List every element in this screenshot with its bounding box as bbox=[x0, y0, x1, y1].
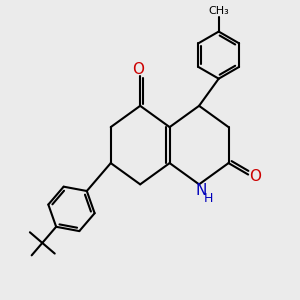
Text: H: H bbox=[204, 192, 214, 205]
Text: CH₃: CH₃ bbox=[208, 6, 229, 16]
Text: O: O bbox=[249, 169, 261, 184]
Text: N: N bbox=[195, 183, 206, 198]
Text: O: O bbox=[133, 62, 145, 77]
